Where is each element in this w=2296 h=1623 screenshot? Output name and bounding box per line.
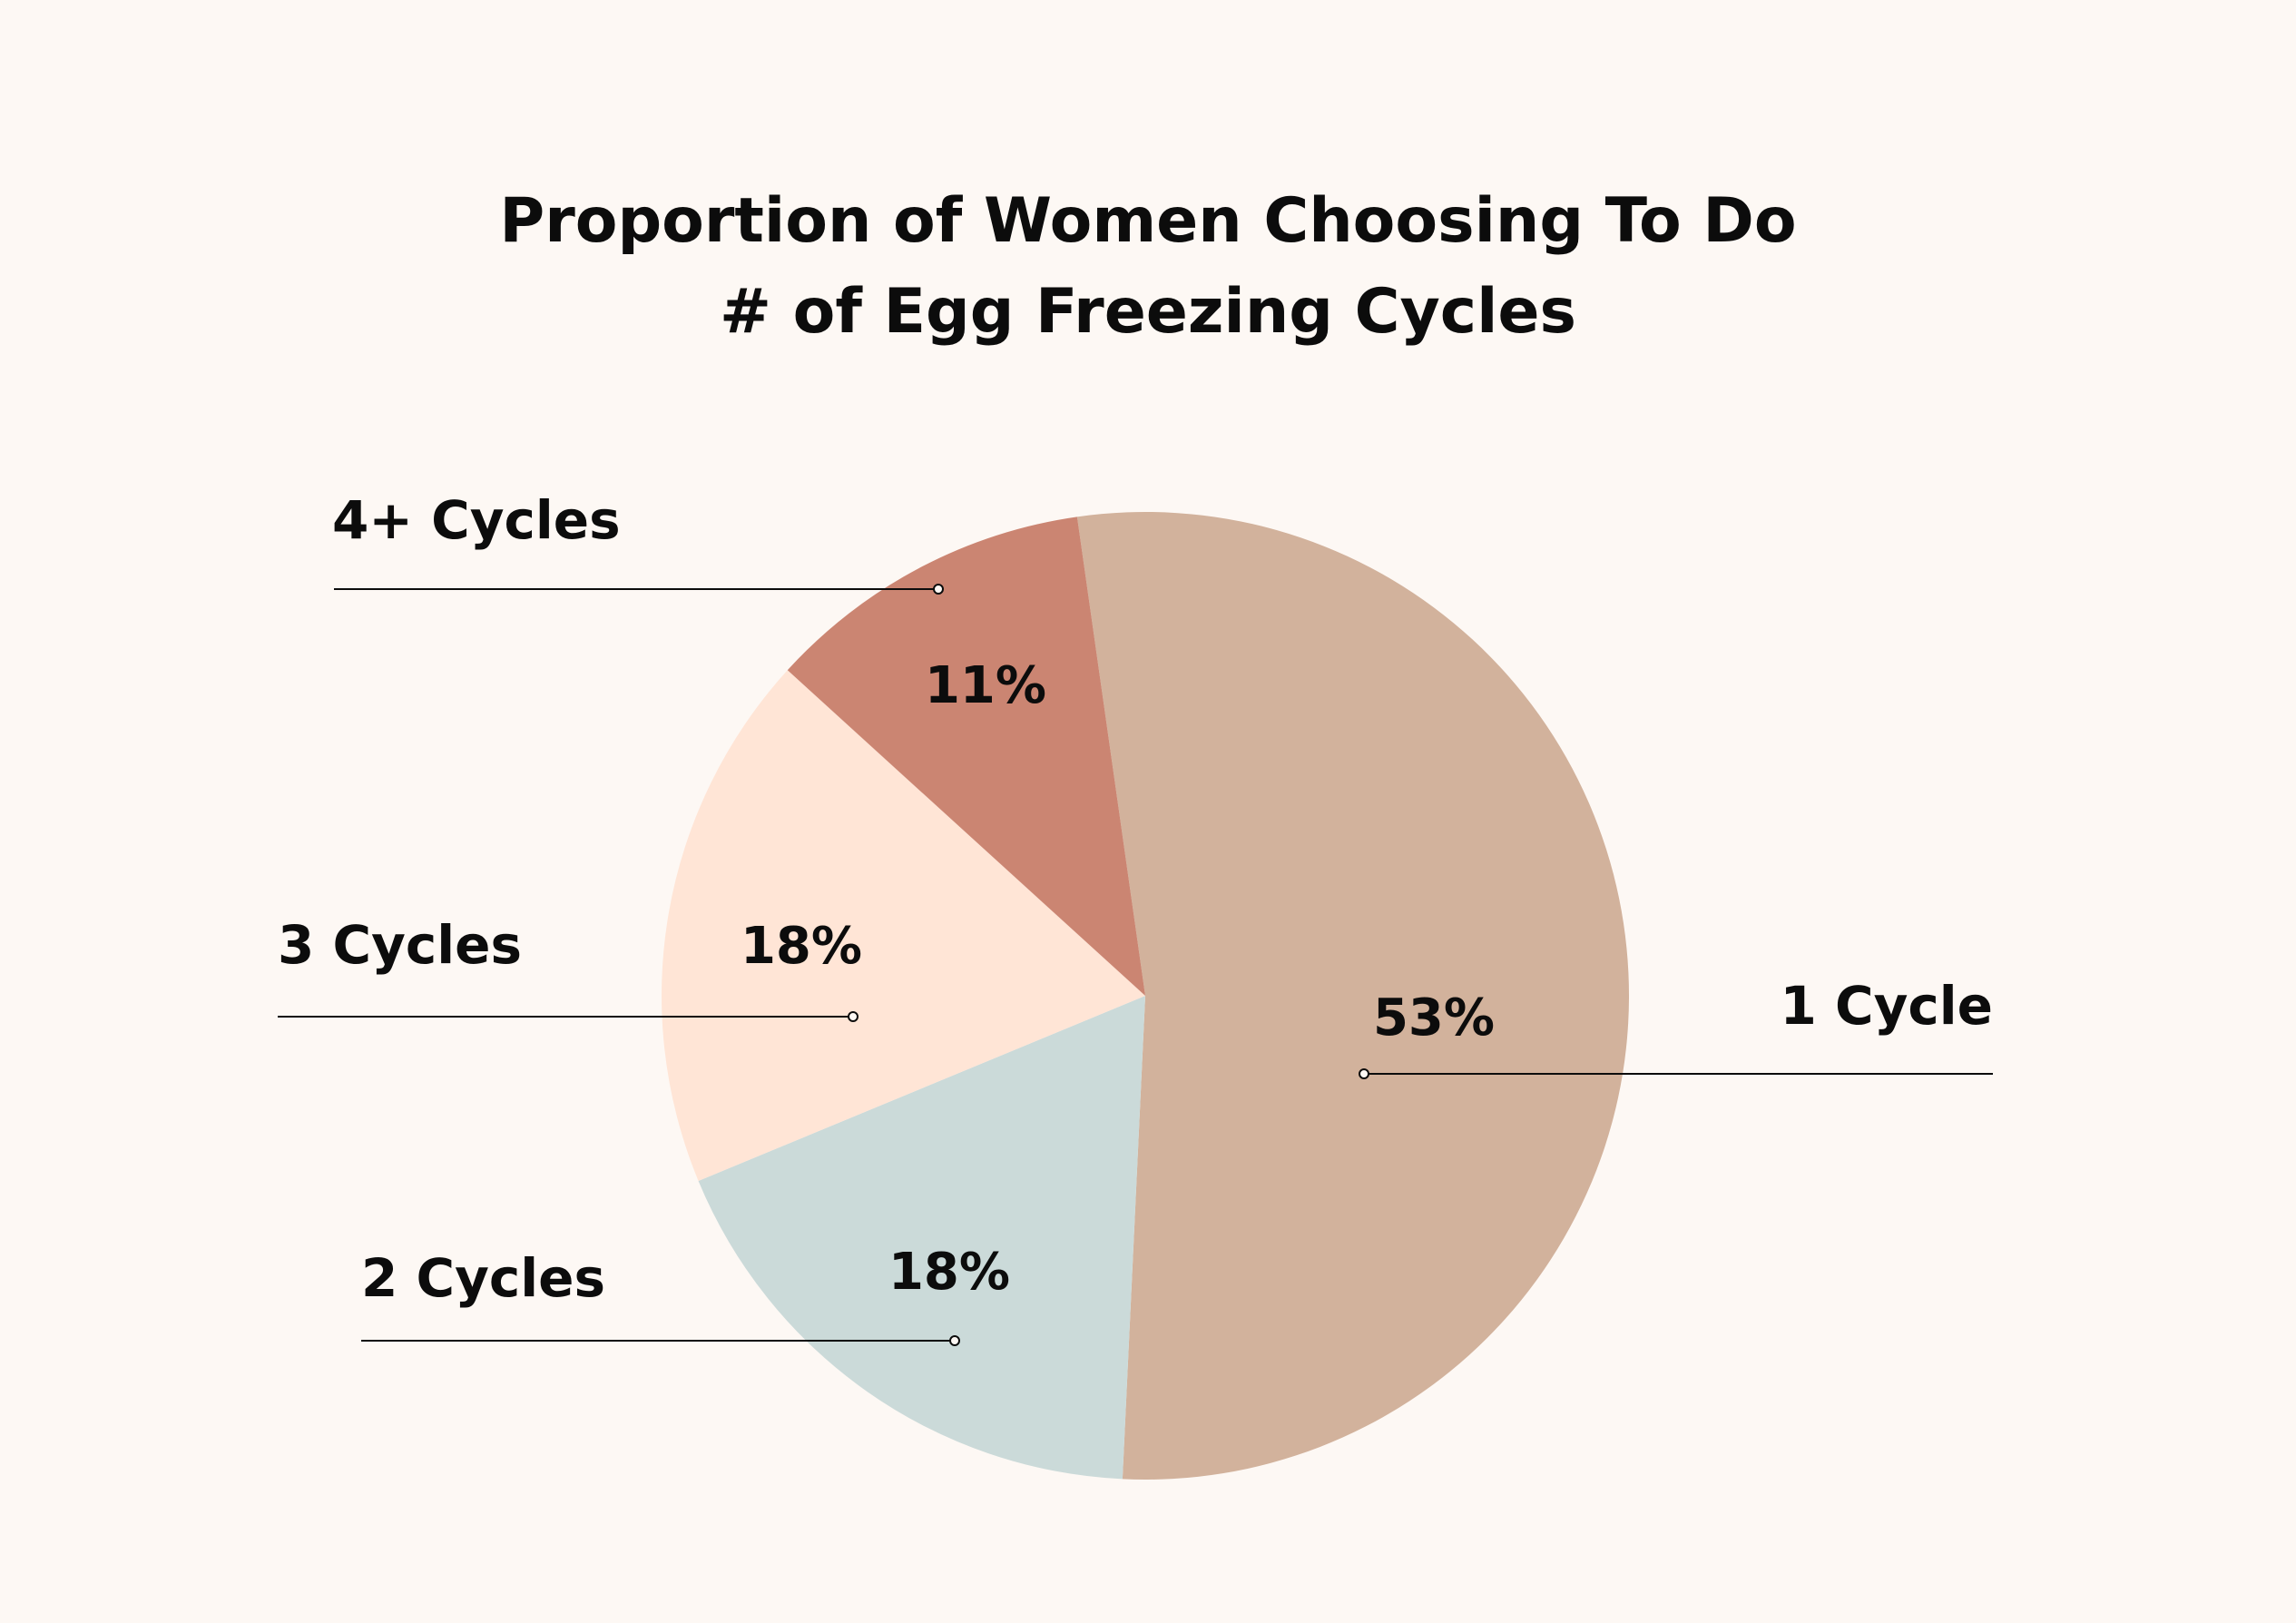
leader-lines <box>278 584 1993 1346</box>
chart-title-line-1: Proportion of Women Choosing To Do <box>499 185 1796 257</box>
slice-labels: 53% 1 Cycle 18% 2 Cycles 18% 3 Cycles 11% 4+ Cy… <box>278 489 1993 1309</box>
category-label-1: 1 Cycle <box>1780 975 1993 1037</box>
leader-dot-4 <box>933 584 944 595</box>
value-label-1: 53% <box>1373 989 1495 1048</box>
chart-title-line-2: # of Egg Freezing Cycles <box>720 276 1576 348</box>
leader-dot-2 <box>949 1335 960 1346</box>
leader-dot-1 <box>1359 1068 1369 1079</box>
pie-slice-1 <box>1076 512 1630 1480</box>
pie-slices <box>661 512 1630 1480</box>
leader-dot-3 <box>848 1011 859 1022</box>
value-label-4: 11% <box>925 656 1046 715</box>
pie-slice-3 <box>661 670 1145 1181</box>
value-label-2: 18% <box>888 1243 1010 1302</box>
pie-slice-2 <box>698 996 1145 1480</box>
category-label-2: 2 Cycles <box>361 1247 605 1309</box>
pie-slice-4 <box>787 516 1145 996</box>
value-label-3: 18% <box>741 917 862 976</box>
category-label-4: 4+ Cycles <box>332 489 621 551</box>
category-label-3: 3 Cycles <box>278 914 522 976</box>
